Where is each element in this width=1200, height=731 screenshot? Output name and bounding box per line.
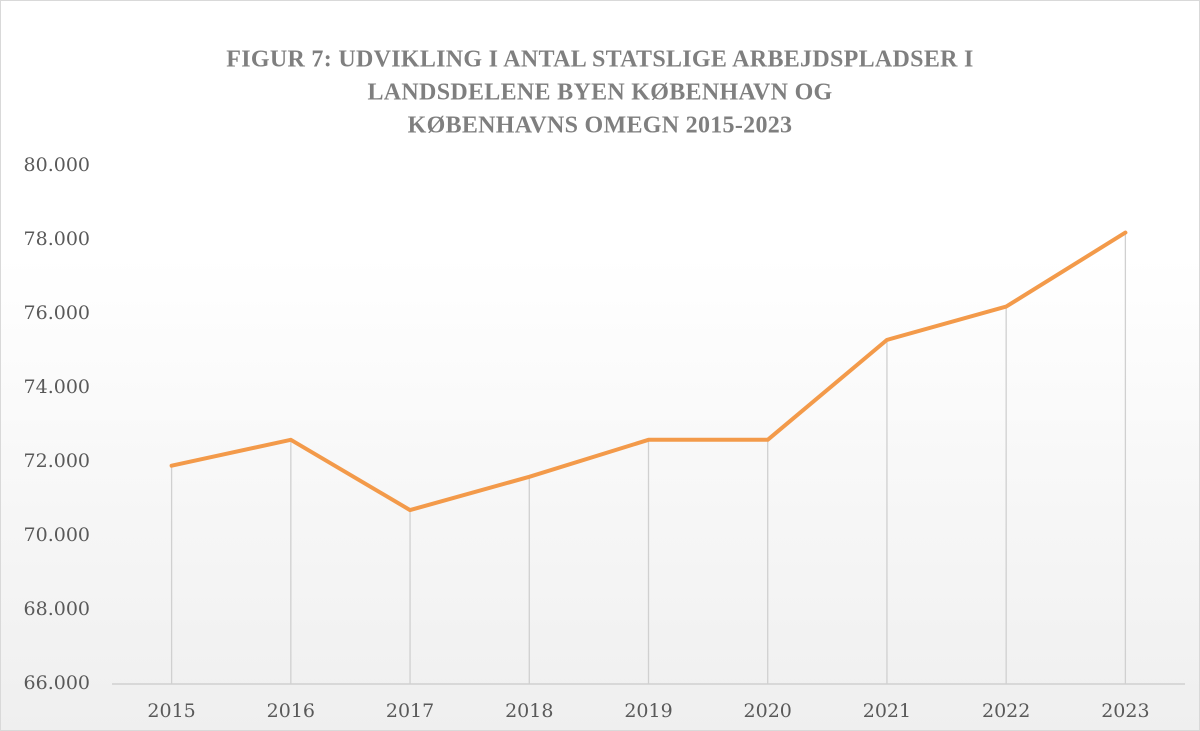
x-tick-label: 2015 — [147, 700, 195, 722]
x-tick-label: 2017 — [386, 700, 434, 722]
y-tick-label: 72.000 — [24, 450, 90, 472]
chart-title: KØBENHAVNS OMEGN 2015-2023 — [408, 113, 793, 139]
y-tick-label: 68.000 — [24, 598, 90, 620]
chart-title: LANDSDELENE BYEN KØBENHAVN OG — [367, 80, 832, 106]
x-tick-label: 2021 — [863, 700, 911, 722]
chart-title: FIGUR 7: UDVIKLING I ANTAL STATSLIGE ARB… — [226, 47, 973, 73]
y-tick-label: 74.000 — [24, 376, 90, 398]
data-line — [169, 230, 1128, 513]
x-tick-label: 2019 — [624, 700, 672, 722]
y-tick-label: 76.000 — [24, 302, 90, 324]
y-tick-label: 78.000 — [24, 228, 90, 250]
y-tick-label: 66.000 — [24, 672, 90, 694]
y-tick-label: 80.000 — [24, 154, 90, 176]
x-tick-label: 2016 — [267, 700, 315, 722]
x-tick-label: 2020 — [744, 700, 792, 722]
x-tick-label: 2023 — [1101, 700, 1149, 722]
x-tick-label: 2018 — [505, 700, 553, 722]
y-tick-label: 70.000 — [24, 524, 90, 546]
x-tick-label: 2022 — [982, 700, 1030, 722]
